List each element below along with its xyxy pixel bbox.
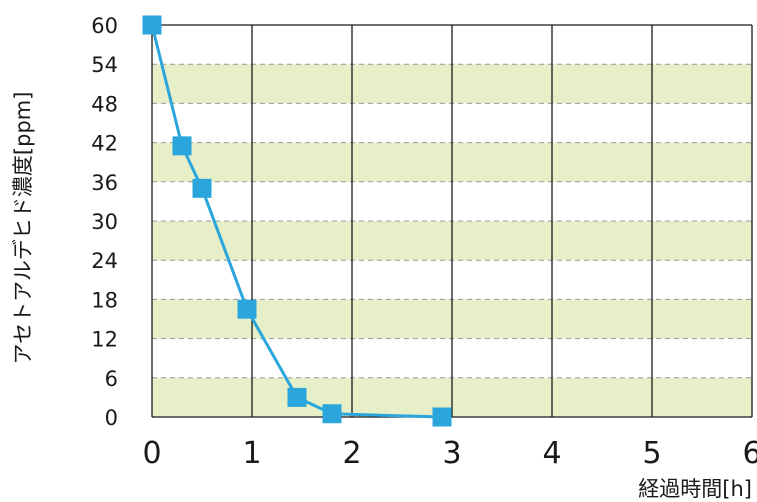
x-tick-labels: 0 1 2 3 4 5 6 — [142, 436, 757, 471]
y-tick-label-24: 24 — [91, 249, 118, 273]
data-point-0-2 — [192, 178, 212, 198]
y-tick-label-0: 0 — [105, 406, 118, 430]
data-point-0-1 — [172, 136, 192, 156]
y-tick-label-54: 54 — [91, 53, 118, 77]
x-axis-label: 経過時間[h] — [638, 477, 752, 501]
y-tick-label-18: 18 — [91, 288, 118, 312]
data-point-0-4 — [287, 387, 307, 407]
y-tick-label-42: 42 — [91, 132, 118, 156]
y-tick-label-30: 30 — [91, 210, 118, 234]
x-tick-label-2: 2 — [342, 436, 361, 471]
data-point-0-3 — [237, 299, 257, 319]
data-point-0-6 — [432, 407, 452, 427]
x-tick-label-6: 6 — [742, 436, 757, 471]
grid-lines — [151, 24, 753, 418]
y-tick-label-12: 12 — [91, 328, 118, 352]
x-tick-label-3: 3 — [442, 436, 461, 471]
y-tick-label-48: 48 — [91, 92, 118, 116]
y-tick-label-60: 60 — [91, 14, 118, 38]
y-tick-label-6: 6 — [105, 367, 118, 391]
x-tick-label-4: 4 — [542, 436, 561, 471]
data-point-0-0 — [142, 15, 162, 35]
x-tick-label-1: 1 — [242, 436, 261, 471]
x-tick-label-5: 5 — [642, 436, 661, 471]
data-point-0-5 — [322, 404, 342, 424]
y-axis-label: アセトアルデヒド濃度[ppm] — [11, 92, 35, 365]
x-tick-label-0: 0 — [142, 436, 161, 471]
series-layer — [142, 15, 452, 427]
y-tick-labels: 0 6 12 18 24 30 36 42 48 54 60 — [91, 14, 118, 430]
y-tick-label-36: 36 — [91, 171, 118, 195]
